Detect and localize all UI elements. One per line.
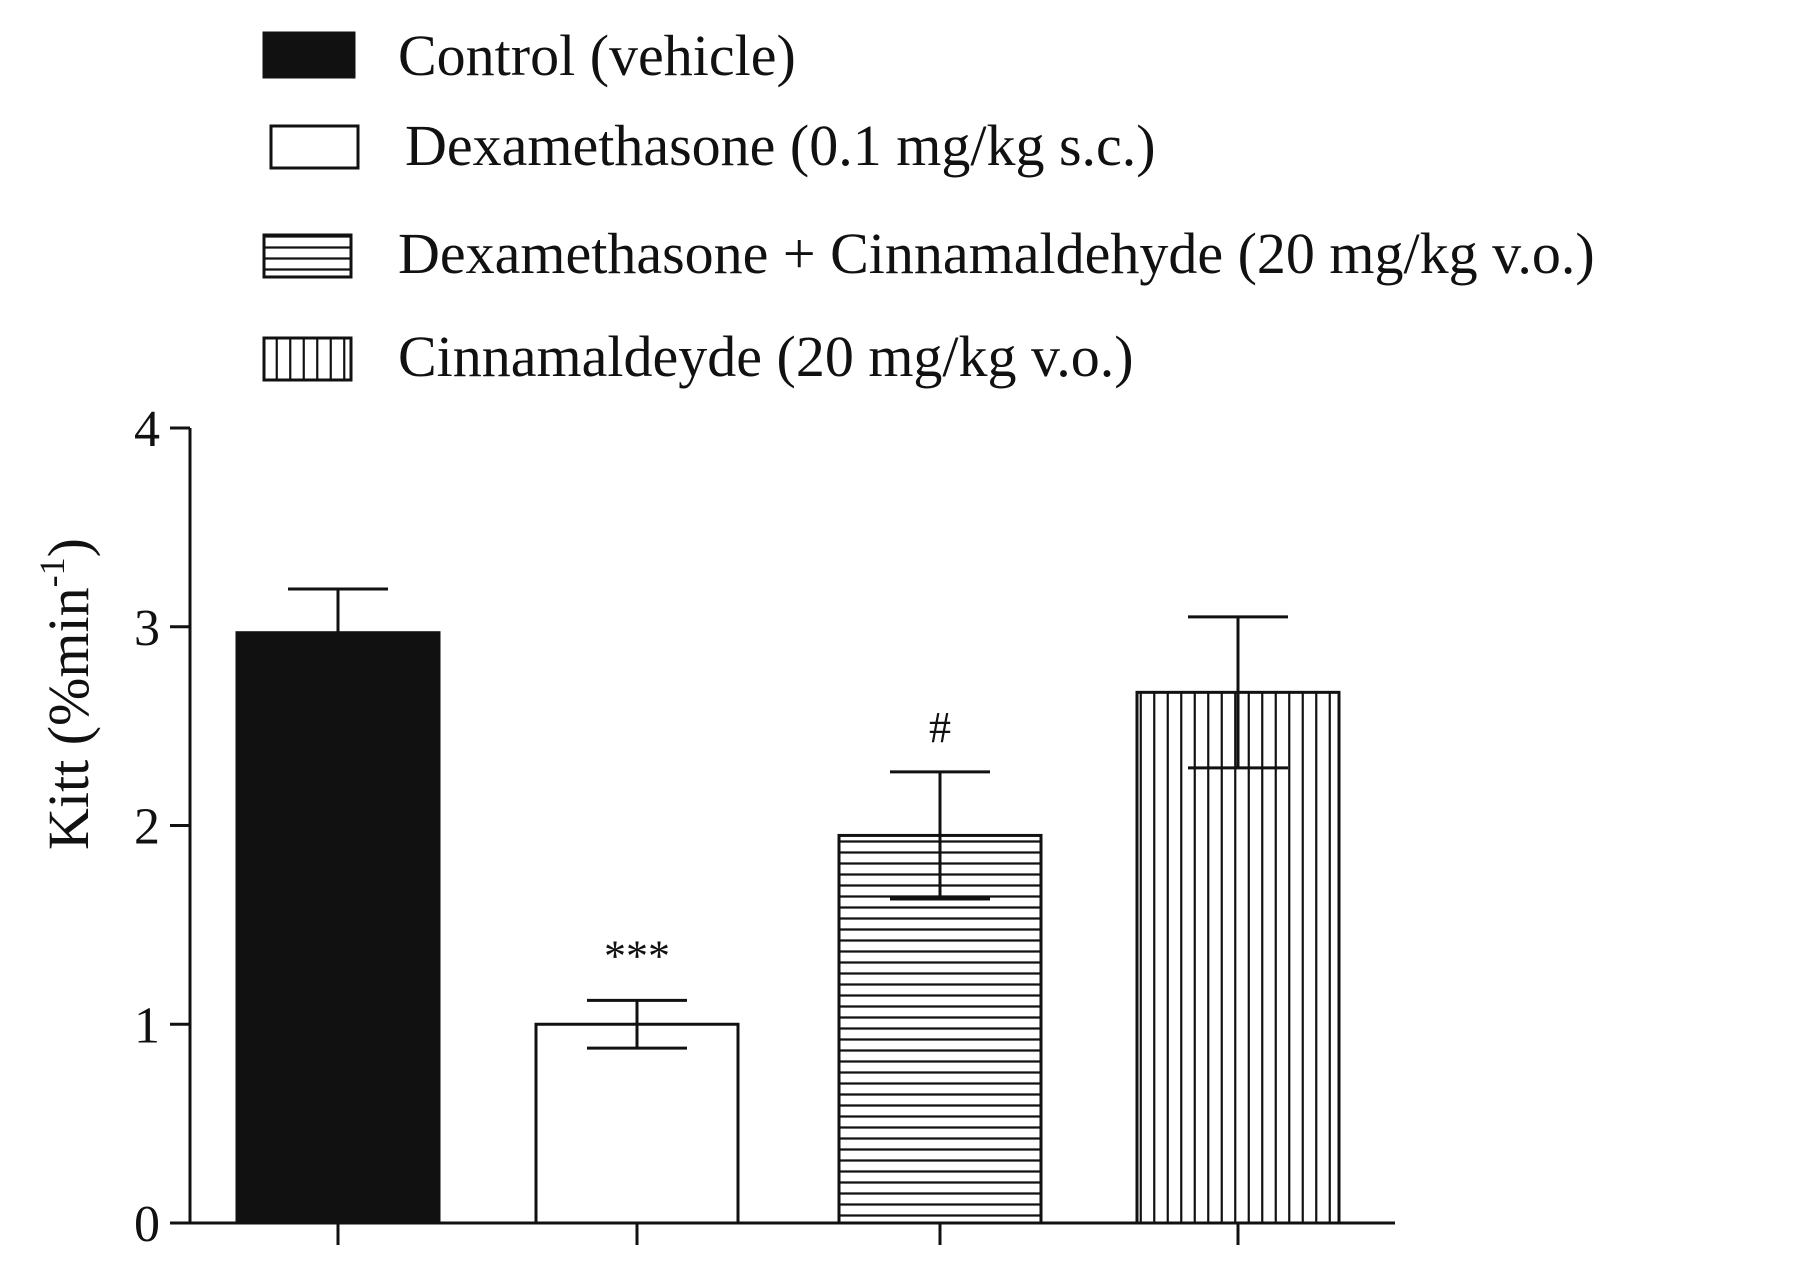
significance-label-2: *** (604, 931, 670, 980)
y-axis-label-main: Kitt (%min (36, 587, 101, 850)
y-tick-label-4: 4 (134, 401, 160, 458)
legend-label-cinnamaldeyde: Cinnamaldeyde (20 mg/kg v.o.) (398, 324, 1134, 389)
legend: Control (vehicle) Dexamethasone (0.1 mg/… (262, 23, 1595, 389)
legend-label-dexamethasone-cinnamaldehyde: Dexamethasone + Cinnamaldehyde (20 mg/kg… (398, 221, 1595, 286)
legend-label-dexamethasone: Dexamethasone (0.1 mg/kg s.c.) (405, 113, 1156, 178)
bar-2 (534, 1022, 740, 1225)
error-bars-group (288, 587, 1288, 1050)
y-tick-label-2: 2 (134, 799, 160, 856)
legend-swatch-dexamethasone-cinnamaldehyde (262, 233, 353, 279)
legend-swatch-cinnamaldeyde (262, 336, 353, 382)
y-axis-label-close: ) (36, 538, 101, 557)
bars-group (235, 631, 1341, 1225)
y-tick-label-0: 0 (134, 1196, 160, 1253)
y-tick-label-1: 1 (134, 997, 160, 1054)
y-tick-label-3: 3 (134, 600, 160, 657)
legend-label-control: Control (vehicle) (398, 23, 796, 88)
bar-4 (1135, 690, 1341, 1225)
legend-swatch-dexamethasone (269, 124, 360, 170)
y-axis-label-superscript: -1 (32, 557, 72, 587)
significance-label-3: # (929, 703, 951, 752)
annotations-group: *** # (604, 703, 951, 981)
y-axis-label: Kitt (%min-1) (32, 538, 101, 850)
legend-swatch-control (262, 31, 356, 79)
bar-1 (235, 631, 441, 1225)
